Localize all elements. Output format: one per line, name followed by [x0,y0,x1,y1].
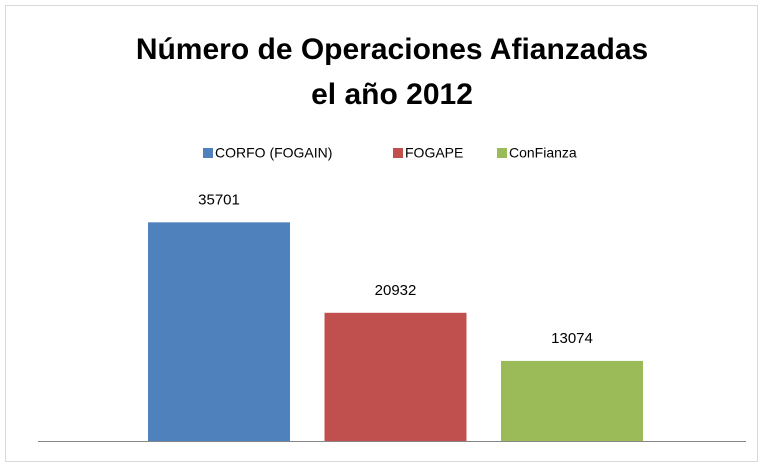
value-label: 13074 [551,330,593,347]
legend-label: ConFianza [509,145,577,161]
legend-label: FOGAPE [405,145,463,161]
chart-title: el año 2012 [311,78,473,111]
legend-swatch [497,148,507,158]
chart-title: Número de Operaciones Afianzadas [136,33,648,66]
value-label: 35701 [198,191,240,208]
legend-label: CORFO (FOGAIN) [215,145,332,161]
legend-swatch [203,148,213,158]
value-label: 20932 [375,282,417,299]
bar [148,222,290,441]
bar [501,360,643,441]
legend-swatch [393,148,403,158]
bar [324,312,467,441]
